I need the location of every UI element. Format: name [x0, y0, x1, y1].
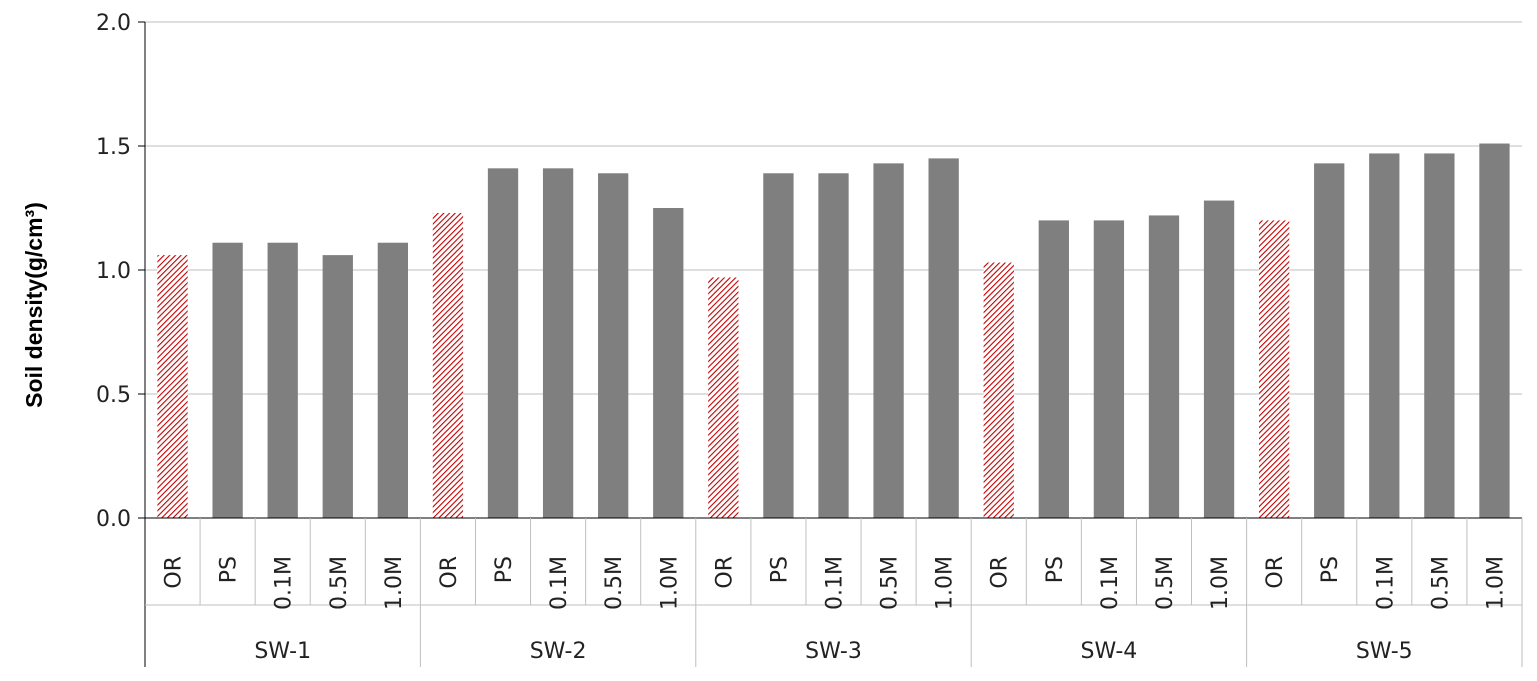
- bar-sw-5-05m: [1424, 153, 1455, 518]
- y-tick-label: 1.0: [96, 259, 131, 284]
- category-label: OR: [988, 556, 1013, 589]
- y-tick-label: 1.5: [96, 135, 131, 160]
- group-label: SW-4: [1081, 639, 1138, 664]
- y-tick-labels: 0.0 0.5 1.0 1.5 2.0: [96, 11, 131, 532]
- category-labels: OR PS 0.1M 0.5M 1.0M OR PS 0.1M 0.5M 1.0M OR PS 0.1M…: [162, 556, 1509, 610]
- y-axis-label: Soil density(g/cm³): [21, 202, 47, 408]
- axes: [138, 21, 1523, 667]
- category-label: 0.5M: [602, 556, 627, 610]
- bar-sw-3-ps: [763, 173, 794, 518]
- bar-sw-3-or: [708, 277, 739, 518]
- category-label: 0.1M: [823, 556, 848, 610]
- group-labels: SW-1 SW-2 SW-3 SW-4 SW-5: [254, 639, 1412, 664]
- bar-sw-2-or: [432, 212, 464, 518]
- bar-sw-5-ps: [1314, 163, 1345, 519]
- bar-sw-1-or: [157, 255, 188, 518]
- bar-sw-3-05m: [873, 163, 904, 519]
- bar-sw-5-01m: [1369, 153, 1400, 518]
- category-label: 0.1M: [1098, 556, 1123, 610]
- bar-sw-4-ps: [1038, 220, 1069, 518]
- bars: [157, 143, 1510, 519]
- category-label: OR: [712, 556, 737, 589]
- category-label: PS: [1318, 556, 1343, 583]
- bar-sw-5-10m: [1479, 143, 1510, 518]
- bar-sw-1-05m: [322, 255, 353, 518]
- bar-sw-4-05m: [1148, 215, 1180, 518]
- bar-sw-2-10m: [653, 208, 684, 518]
- group-label: SW-2: [530, 639, 587, 664]
- bar-sw-4-or: [983, 262, 1014, 518]
- category-label: 1.0M: [657, 556, 682, 610]
- category-label: 0.1M: [1373, 556, 1398, 610]
- bar-sw-2-05m: [598, 173, 629, 518]
- y-tick-label: 2.0: [96, 11, 131, 36]
- bar-sw-3-10m: [928, 158, 959, 518]
- category-label: PS: [217, 556, 242, 583]
- category-label: 1.0M: [1483, 556, 1508, 610]
- category-label: 0.5M: [1153, 556, 1178, 610]
- bar-sw-3-01m: [818, 173, 849, 518]
- bar-sw-5-or: [1258, 220, 1290, 518]
- bar-sw-4-10m: [1203, 200, 1235, 518]
- y-tick-label: 0.5: [96, 383, 131, 408]
- category-label: PS: [1043, 556, 1068, 583]
- category-label: 0.5M: [1428, 556, 1453, 610]
- bar-sw-4-01m: [1093, 220, 1125, 518]
- bar-sw-1-ps: [212, 242, 243, 518]
- category-label: OR: [437, 556, 462, 589]
- category-label: OR: [1263, 556, 1288, 589]
- category-label: PS: [767, 556, 792, 583]
- bar-sw-2-ps: [487, 168, 519, 518]
- category-label: 0.5M: [878, 556, 903, 610]
- bar-sw-2-01m: [542, 168, 574, 518]
- category-label: 0.1M: [547, 556, 572, 610]
- group-label: SW-3: [805, 639, 862, 664]
- category-label: 1.0M: [1208, 556, 1233, 610]
- category-label: 0.5M: [327, 556, 352, 610]
- category-label: PS: [492, 556, 517, 583]
- group-label: SW-5: [1356, 639, 1413, 664]
- category-label: 1.0M: [933, 556, 958, 610]
- category-label: OR: [162, 556, 187, 589]
- bar-sw-1-10m: [377, 242, 409, 518]
- y-tick-label: 0.0: [96, 507, 131, 532]
- category-label: 0.1M: [272, 556, 297, 610]
- category-label: 1.0M: [382, 556, 407, 610]
- group-label: SW-1: [254, 639, 311, 664]
- bar-sw-1-01m: [267, 242, 298, 518]
